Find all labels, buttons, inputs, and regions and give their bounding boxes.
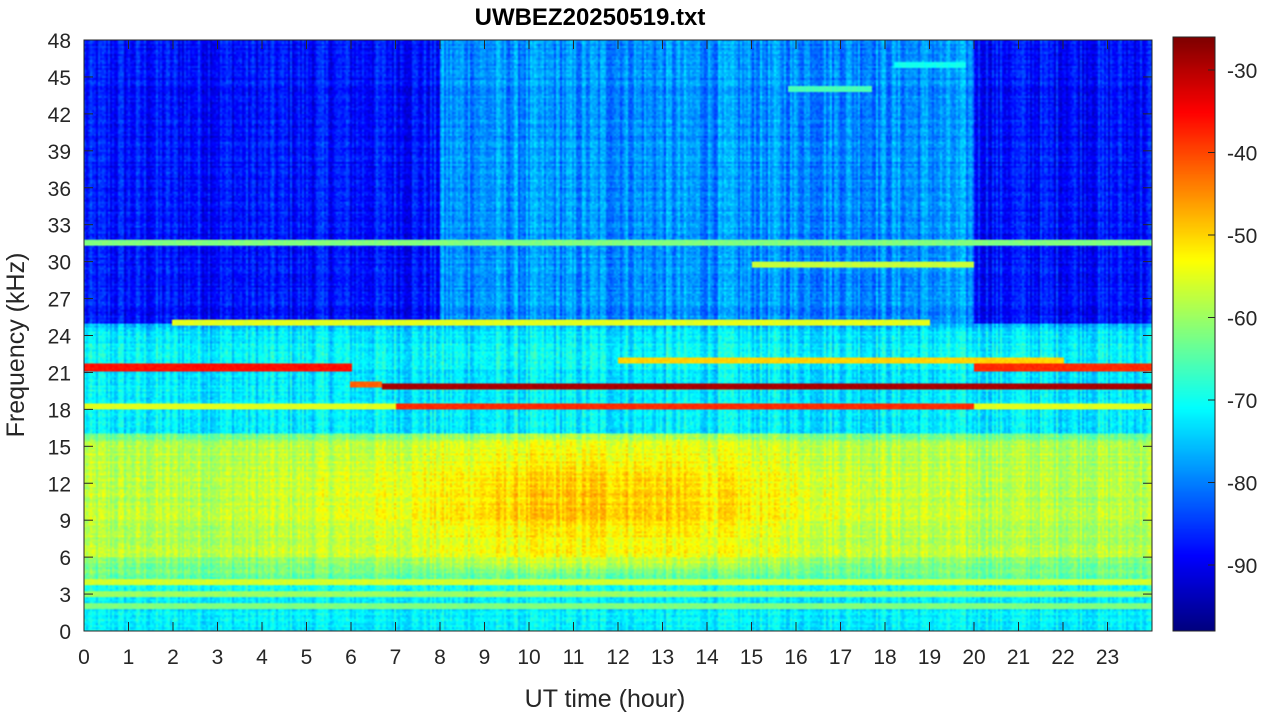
y-tick-label: 15 <box>48 436 71 459</box>
x-axis-ticks: 0 1 2 3 4 5 6 7 8 9 10 11 12 13 14 15 16 17 18 19 20 21 22 23 <box>78 40 1119 669</box>
y-axis-label: Frequency (kHz) <box>2 253 30 438</box>
x-tick-label: 10 <box>517 646 540 669</box>
spectrogram-heatmap <box>84 40 1152 631</box>
x-tick-label: 14 <box>695 646 719 669</box>
x-tick-label: 7 <box>390 646 402 669</box>
x-tick-label: 1 <box>123 646 135 669</box>
colorbar-tick-label: -40 <box>1227 143 1257 166</box>
x-tick-label: 0 <box>78 646 90 669</box>
colorbar-tick-label: -80 <box>1227 473 1257 496</box>
y-tick-label: 45 <box>48 67 71 90</box>
y-tick-label: 39 <box>48 141 71 164</box>
y-tick-label: 6 <box>59 547 71 570</box>
colorbar-tick-label: -90 <box>1227 555 1257 578</box>
y-tick-label: 48 <box>48 30 71 53</box>
x-tick-label: 17 <box>829 646 852 669</box>
y-tick-label: 12 <box>48 473 71 496</box>
x-tick-label: 2 <box>167 646 179 669</box>
y-tick-label: 21 <box>48 362 71 385</box>
x-tick-label: 21 <box>1007 646 1030 669</box>
colorbar-tick-label: -70 <box>1227 390 1257 413</box>
x-tick-label: 4 <box>256 646 268 669</box>
colorbar-tick-label: -30 <box>1227 60 1257 83</box>
x-tick-label: 20 <box>962 646 985 669</box>
x-tick-label: 5 <box>301 646 313 669</box>
y-tick-label: 33 <box>48 215 71 238</box>
x-tick-label: 11 <box>563 646 585 669</box>
x-tick-label: 22 <box>1051 646 1074 669</box>
colorbar-tick-label: -50 <box>1227 225 1257 248</box>
x-tick-label: 12 <box>606 646 629 669</box>
x-tick-label: 8 <box>434 646 446 669</box>
colorbar-frame <box>1172 36 1216 632</box>
colorbar-gradient <box>1173 37 1215 631</box>
y-tick-label: 3 <box>59 584 71 607</box>
x-axis-label: UT time (hour) <box>525 685 686 713</box>
y-tick-label: 18 <box>48 399 71 422</box>
x-tick-label: 15 <box>740 646 763 669</box>
y-tick-label: 42 <box>48 104 71 127</box>
colorbar-ticks: -90 -80 -70 -60 -50 -40 -30 <box>1208 60 1257 578</box>
plot-area <box>83 39 1153 632</box>
y-tick-label: 27 <box>48 289 71 312</box>
y-tick-label: 9 <box>59 510 71 533</box>
chart-title: UWBEZ20250519.txt <box>475 4 706 31</box>
x-tick-label: 18 <box>873 646 896 669</box>
y-tick-label: 36 <box>48 178 71 201</box>
x-tick-label: 23 <box>1096 646 1119 669</box>
x-tick-label: 9 <box>479 646 491 669</box>
y-tick-label: 30 <box>48 252 71 275</box>
y-tick-label: 24 <box>48 326 72 349</box>
y-tick-label: 0 <box>59 621 71 644</box>
x-tick-label: 3 <box>212 646 224 669</box>
colorbar: -90 -80 -70 -60 -50 -40 -30 <box>1172 36 1257 632</box>
x-tick-label: 6 <box>345 646 357 669</box>
x-tick-label: 13 <box>651 646 674 669</box>
x-tick-label: 19 <box>918 646 941 669</box>
x-tick-label: 16 <box>784 646 807 669</box>
colorbar-tick-label: -60 <box>1227 308 1257 331</box>
